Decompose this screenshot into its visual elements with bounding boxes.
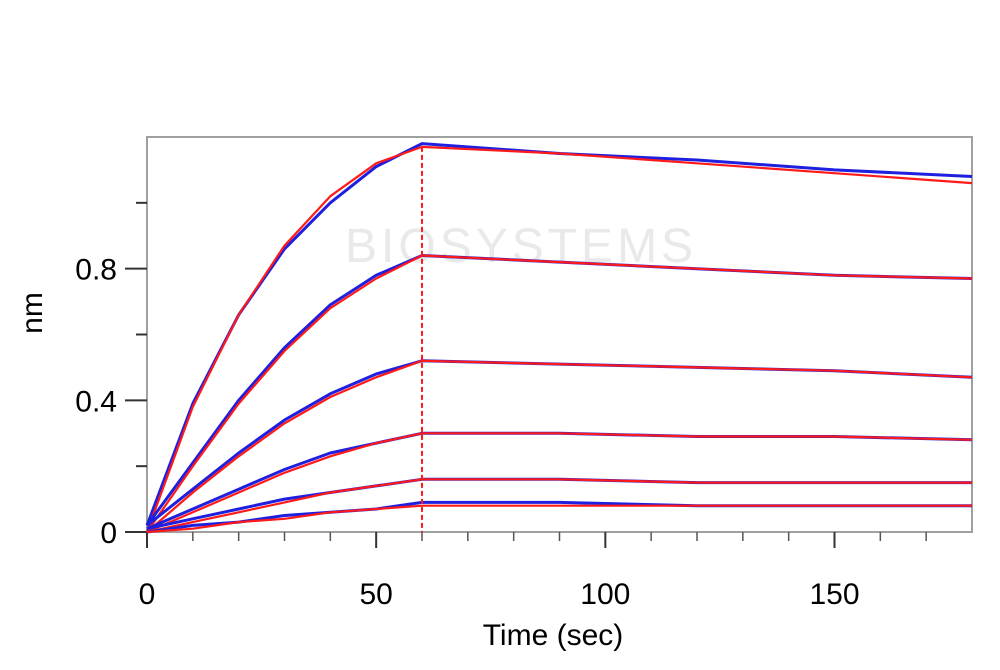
plot-frame [146, 136, 973, 533]
x-tick-label: 100 [580, 578, 630, 611]
y-tick-label: 0 [100, 517, 117, 550]
y-axis-ticks: 0 0.4 0.8 [75, 201, 147, 550]
fit-curve [146, 478, 972, 534]
measured-curve [145, 142, 973, 526]
measured-curve [146, 431, 973, 531]
x-tick-label: 50 [359, 578, 392, 611]
curves [145, 142, 973, 534]
fit-curve [146, 504, 972, 534]
fit-curve [146, 359, 973, 533]
measured-curve [146, 500, 972, 534]
fit-curve [145, 145, 973, 533]
y-tick-label: 0.8 [75, 254, 117, 287]
x-tick-label: 0 [139, 578, 156, 611]
y-tick-label: 0.4 [75, 385, 117, 418]
measured-curve [146, 477, 972, 531]
y-axis-label: nm [16, 292, 49, 334]
x-tick-label: 150 [809, 578, 859, 611]
fit-curve [146, 254, 973, 533]
fit-curve [146, 432, 973, 534]
x-axis-ticks: 0 50 100 150 [139, 532, 927, 611]
x-axis-label: Time (sec) [483, 619, 624, 652]
measured-curve [145, 254, 973, 527]
